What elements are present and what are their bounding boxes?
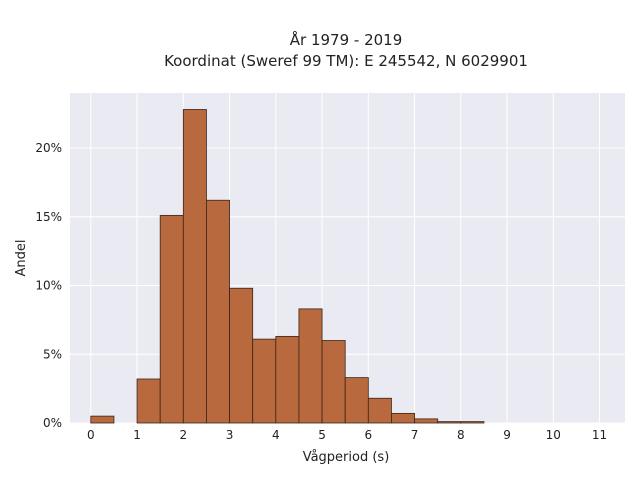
x-tick-label: 7 xyxy=(411,428,419,442)
histogram-bar xyxy=(391,412,415,424)
x-tick-label: 11 xyxy=(592,428,607,442)
x-tick-label: 8 xyxy=(457,428,465,442)
x-tick-label: 2 xyxy=(179,428,187,442)
x-tick-label: 0 xyxy=(87,428,95,442)
x-axis-label: Vågperiod (s) xyxy=(303,450,390,465)
histogram-bar xyxy=(275,335,300,424)
histogram-bar xyxy=(437,421,462,424)
x-tick-label: 9 xyxy=(503,428,511,442)
histogram-bar xyxy=(229,287,254,424)
y-tick-label: 15% xyxy=(35,210,62,224)
histogram-bar xyxy=(159,214,184,424)
histogram-bar xyxy=(206,199,230,424)
histogram-bar xyxy=(321,340,346,424)
x-tick-label: 1 xyxy=(133,428,141,442)
histogram-bar xyxy=(367,397,392,424)
plot-background xyxy=(70,93,625,423)
histogram-bar xyxy=(136,378,161,424)
histogram-bars xyxy=(90,109,485,424)
y-axis-ticks: 0% 5% 10% 15% 20% xyxy=(35,141,62,430)
x-tick-label: 4 xyxy=(272,428,280,442)
y-axis-label: Andel xyxy=(14,240,29,277)
x-tick-label: 5 xyxy=(318,428,326,442)
y-tick-label: 10% xyxy=(35,279,62,293)
histogram-bar xyxy=(460,421,485,424)
chart-subtitle: Koordinat (Sweref 99 TM): E 245542, N 60… xyxy=(164,52,528,70)
histogram-bar xyxy=(252,338,277,424)
x-tick-label: 6 xyxy=(364,428,372,442)
x-tick-label: 3 xyxy=(226,428,234,442)
x-tick-label: 10 xyxy=(546,428,561,442)
x-axis-ticks: 0 1 2 3 4 5 6 7 8 9 10 11 xyxy=(87,428,607,442)
histogram-bar xyxy=(90,415,115,424)
y-tick-label: 5% xyxy=(43,347,62,361)
y-tick-label: 0% xyxy=(43,416,62,430)
histogram-bar xyxy=(344,377,369,424)
histogram-bar xyxy=(414,418,439,424)
chart-title: År 1979 - 2019 xyxy=(290,30,403,49)
histogram-bar xyxy=(298,308,323,424)
histogram-bar xyxy=(182,109,207,424)
y-tick-label: 20% xyxy=(35,141,62,155)
